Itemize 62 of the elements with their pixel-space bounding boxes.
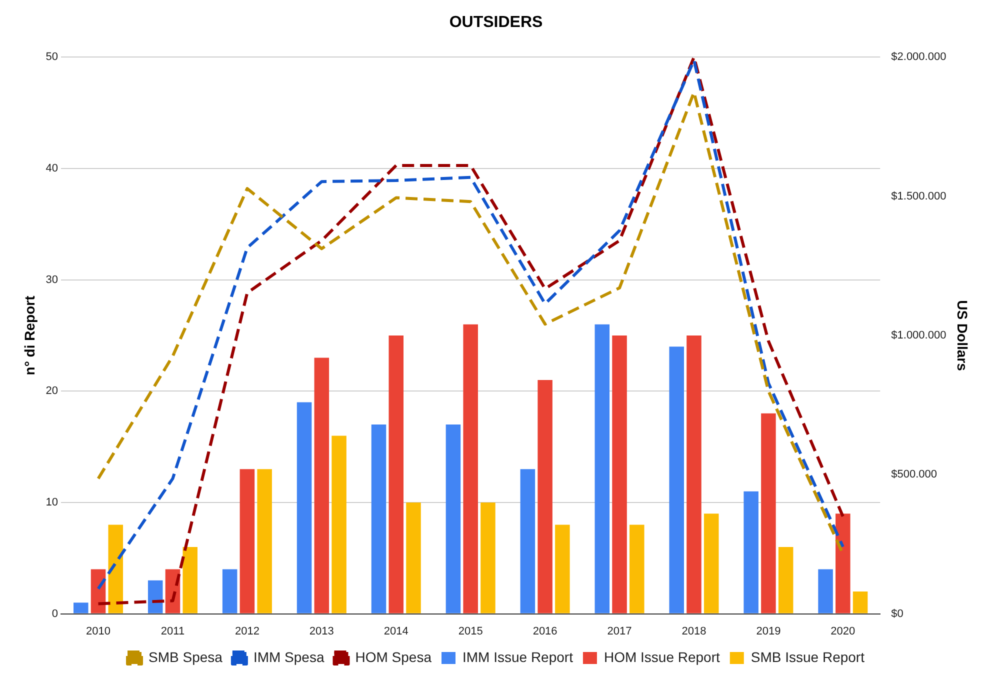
bar [446,424,461,614]
x-tick-label: 2014 [384,625,408,638]
bar [148,580,163,614]
bar [388,336,404,614]
x-tick-label: 2020 [830,625,856,638]
legend-label: HOM Issue Report [604,648,720,665]
y2-tick-label: $1.000.000 [891,330,946,342]
y2-tick-label: $2.000.000 [891,51,946,64]
x-tick-label: 2015 [458,625,483,638]
bar [296,402,312,614]
bar [704,514,719,614]
bar [406,502,421,614]
bar [818,569,833,614]
y-tick-label: 20 [46,385,58,398]
bar [761,413,776,614]
bar [555,524,570,614]
bar [594,324,610,614]
y2-tick-label: $1.500.000 [891,190,946,202]
bar [182,547,198,614]
legend-label: SMB Spesa [148,648,223,665]
y2-axis-title: US Dollars [954,300,971,372]
x-tick-label: 2018 [682,625,706,638]
y2-tick-label: $0 [891,608,904,620]
bar [257,469,272,614]
y-axis-title: n° di Report [21,295,38,376]
bar [480,502,496,614]
x-tick-label: 2010 [86,625,111,638]
x-tick-label: 2012 [234,625,260,638]
bar [612,336,627,614]
legend-label: HOM Spesa [355,648,432,665]
bar [538,380,552,614]
bar [836,514,850,614]
x-tick-label: 2011 [160,625,185,638]
chart-title: OUTSIDERS [449,14,543,32]
bar [314,358,330,614]
legend-label: IMM Issue Report [462,648,574,665]
bar [463,324,478,614]
y2-tick-label: $500.000 [891,468,938,481]
legend-label: SMB Issue Report [750,648,865,665]
bar [520,469,536,614]
bar [74,602,88,614]
y-tick-label: 0 [52,608,58,620]
x-tick-label: 2017 [607,625,632,638]
x-tick-label: 2016 [532,625,558,638]
bar [669,346,684,614]
y-tick-label: 50 [46,51,58,64]
x-tick-label: 2013 [309,625,334,638]
bar [371,424,386,614]
bar [686,336,702,614]
bar [630,524,644,614]
bar [108,524,124,614]
bar [332,436,346,614]
legend-label: IMM Spesa [253,648,324,665]
y-tick-label: 40 [46,162,58,175]
bar [852,592,868,614]
bar [744,491,758,614]
bar [240,469,255,614]
bar [778,547,794,614]
y-tick-label: 30 [46,274,58,286]
x-tick-label: 2019 [756,625,781,638]
bar [222,569,238,614]
y-tick-label: 10 [46,496,58,509]
